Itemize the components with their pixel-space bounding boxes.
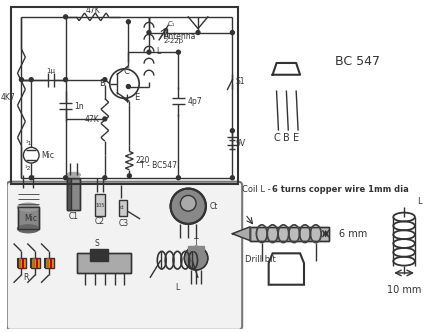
Text: 105: 105: [95, 203, 105, 208]
Text: Mic: Mic: [24, 213, 37, 222]
Text: 9V: 9V: [235, 139, 246, 148]
Bar: [17, 207, 39, 229]
Text: 1μ: 1μ: [46, 68, 56, 74]
Text: 1n: 1n: [75, 102, 84, 111]
Bar: [67, 178, 80, 210]
Circle shape: [230, 31, 234, 35]
Circle shape: [230, 176, 234, 180]
Text: L: L: [156, 47, 160, 56]
Bar: [45, 258, 54, 268]
Text: 2-22p: 2-22p: [163, 39, 183, 44]
Circle shape: [147, 50, 151, 54]
Text: 6 mm: 6 mm: [339, 229, 368, 239]
Text: ¹2: ¹2: [25, 166, 32, 171]
Text: T: T: [194, 238, 198, 247]
Bar: [17, 207, 39, 229]
Text: Coil L -: Coil L -: [242, 185, 274, 194]
Circle shape: [103, 117, 107, 121]
Circle shape: [20, 78, 24, 82]
Text: C3: C3: [119, 219, 128, 228]
Text: 47K: 47K: [85, 7, 100, 16]
Text: BC 547: BC 547: [335, 55, 381, 68]
Text: S: S: [95, 239, 99, 248]
Circle shape: [29, 78, 33, 82]
Bar: [31, 258, 40, 268]
Text: Ct: Ct: [210, 202, 218, 211]
Text: 47K: 47K: [84, 116, 99, 124]
Circle shape: [184, 246, 208, 270]
Bar: [67, 178, 80, 210]
Text: 10 mm: 10 mm: [387, 285, 421, 294]
Polygon shape: [232, 227, 250, 241]
Text: Drill bit: Drill bit: [245, 255, 276, 264]
Polygon shape: [269, 253, 304, 285]
Bar: [90, 249, 108, 261]
Text: 220: 220: [135, 156, 150, 165]
Circle shape: [127, 20, 131, 24]
Text: C₁: C₁: [168, 21, 175, 27]
Circle shape: [63, 15, 67, 19]
Text: B: B: [99, 79, 105, 88]
Text: E: E: [134, 93, 139, 102]
Text: L: L: [175, 283, 179, 292]
Text: Mic: Mic: [41, 151, 54, 160]
Polygon shape: [188, 246, 204, 250]
Text: ct: ct: [120, 205, 125, 210]
Circle shape: [176, 176, 180, 180]
Text: T - BC547: T - BC547: [140, 161, 177, 171]
Circle shape: [63, 78, 67, 82]
Circle shape: [176, 50, 180, 54]
Ellipse shape: [17, 225, 39, 233]
Text: R: R: [24, 273, 29, 282]
Circle shape: [127, 174, 131, 178]
Bar: [95, 195, 105, 216]
Text: C1: C1: [68, 211, 79, 220]
Circle shape: [103, 78, 107, 82]
Bar: [77, 253, 131, 273]
Text: E: E: [293, 132, 299, 142]
Circle shape: [230, 129, 234, 133]
Bar: [250, 227, 329, 241]
Text: 6 turns copper wire 1mm dia: 6 turns copper wire 1mm dia: [272, 185, 408, 194]
Text: L: L: [417, 197, 421, 206]
Text: 4K7: 4K7: [1, 93, 16, 102]
Text: C: C: [123, 67, 129, 76]
Text: C2: C2: [95, 217, 105, 226]
Text: Antenna: Antenna: [164, 32, 196, 41]
Text: 4p7: 4p7: [187, 97, 202, 106]
Text: ¹1: ¹1: [25, 141, 32, 146]
Circle shape: [170, 189, 206, 224]
Circle shape: [63, 176, 67, 180]
Bar: [67, 178, 71, 210]
Circle shape: [196, 31, 200, 35]
Bar: [11, 7, 238, 184]
Polygon shape: [273, 63, 300, 75]
Circle shape: [147, 31, 151, 35]
Text: C: C: [273, 132, 280, 142]
Circle shape: [29, 176, 33, 180]
Ellipse shape: [67, 172, 80, 177]
Text: S1: S1: [235, 77, 245, 86]
Circle shape: [127, 85, 131, 89]
FancyBboxPatch shape: [7, 182, 242, 330]
Bar: [17, 258, 26, 268]
Circle shape: [180, 196, 196, 211]
Bar: [77, 253, 131, 273]
Text: B: B: [283, 132, 290, 142]
Bar: [250, 227, 329, 241]
Bar: [119, 200, 127, 216]
Ellipse shape: [17, 203, 39, 211]
Circle shape: [103, 176, 107, 180]
